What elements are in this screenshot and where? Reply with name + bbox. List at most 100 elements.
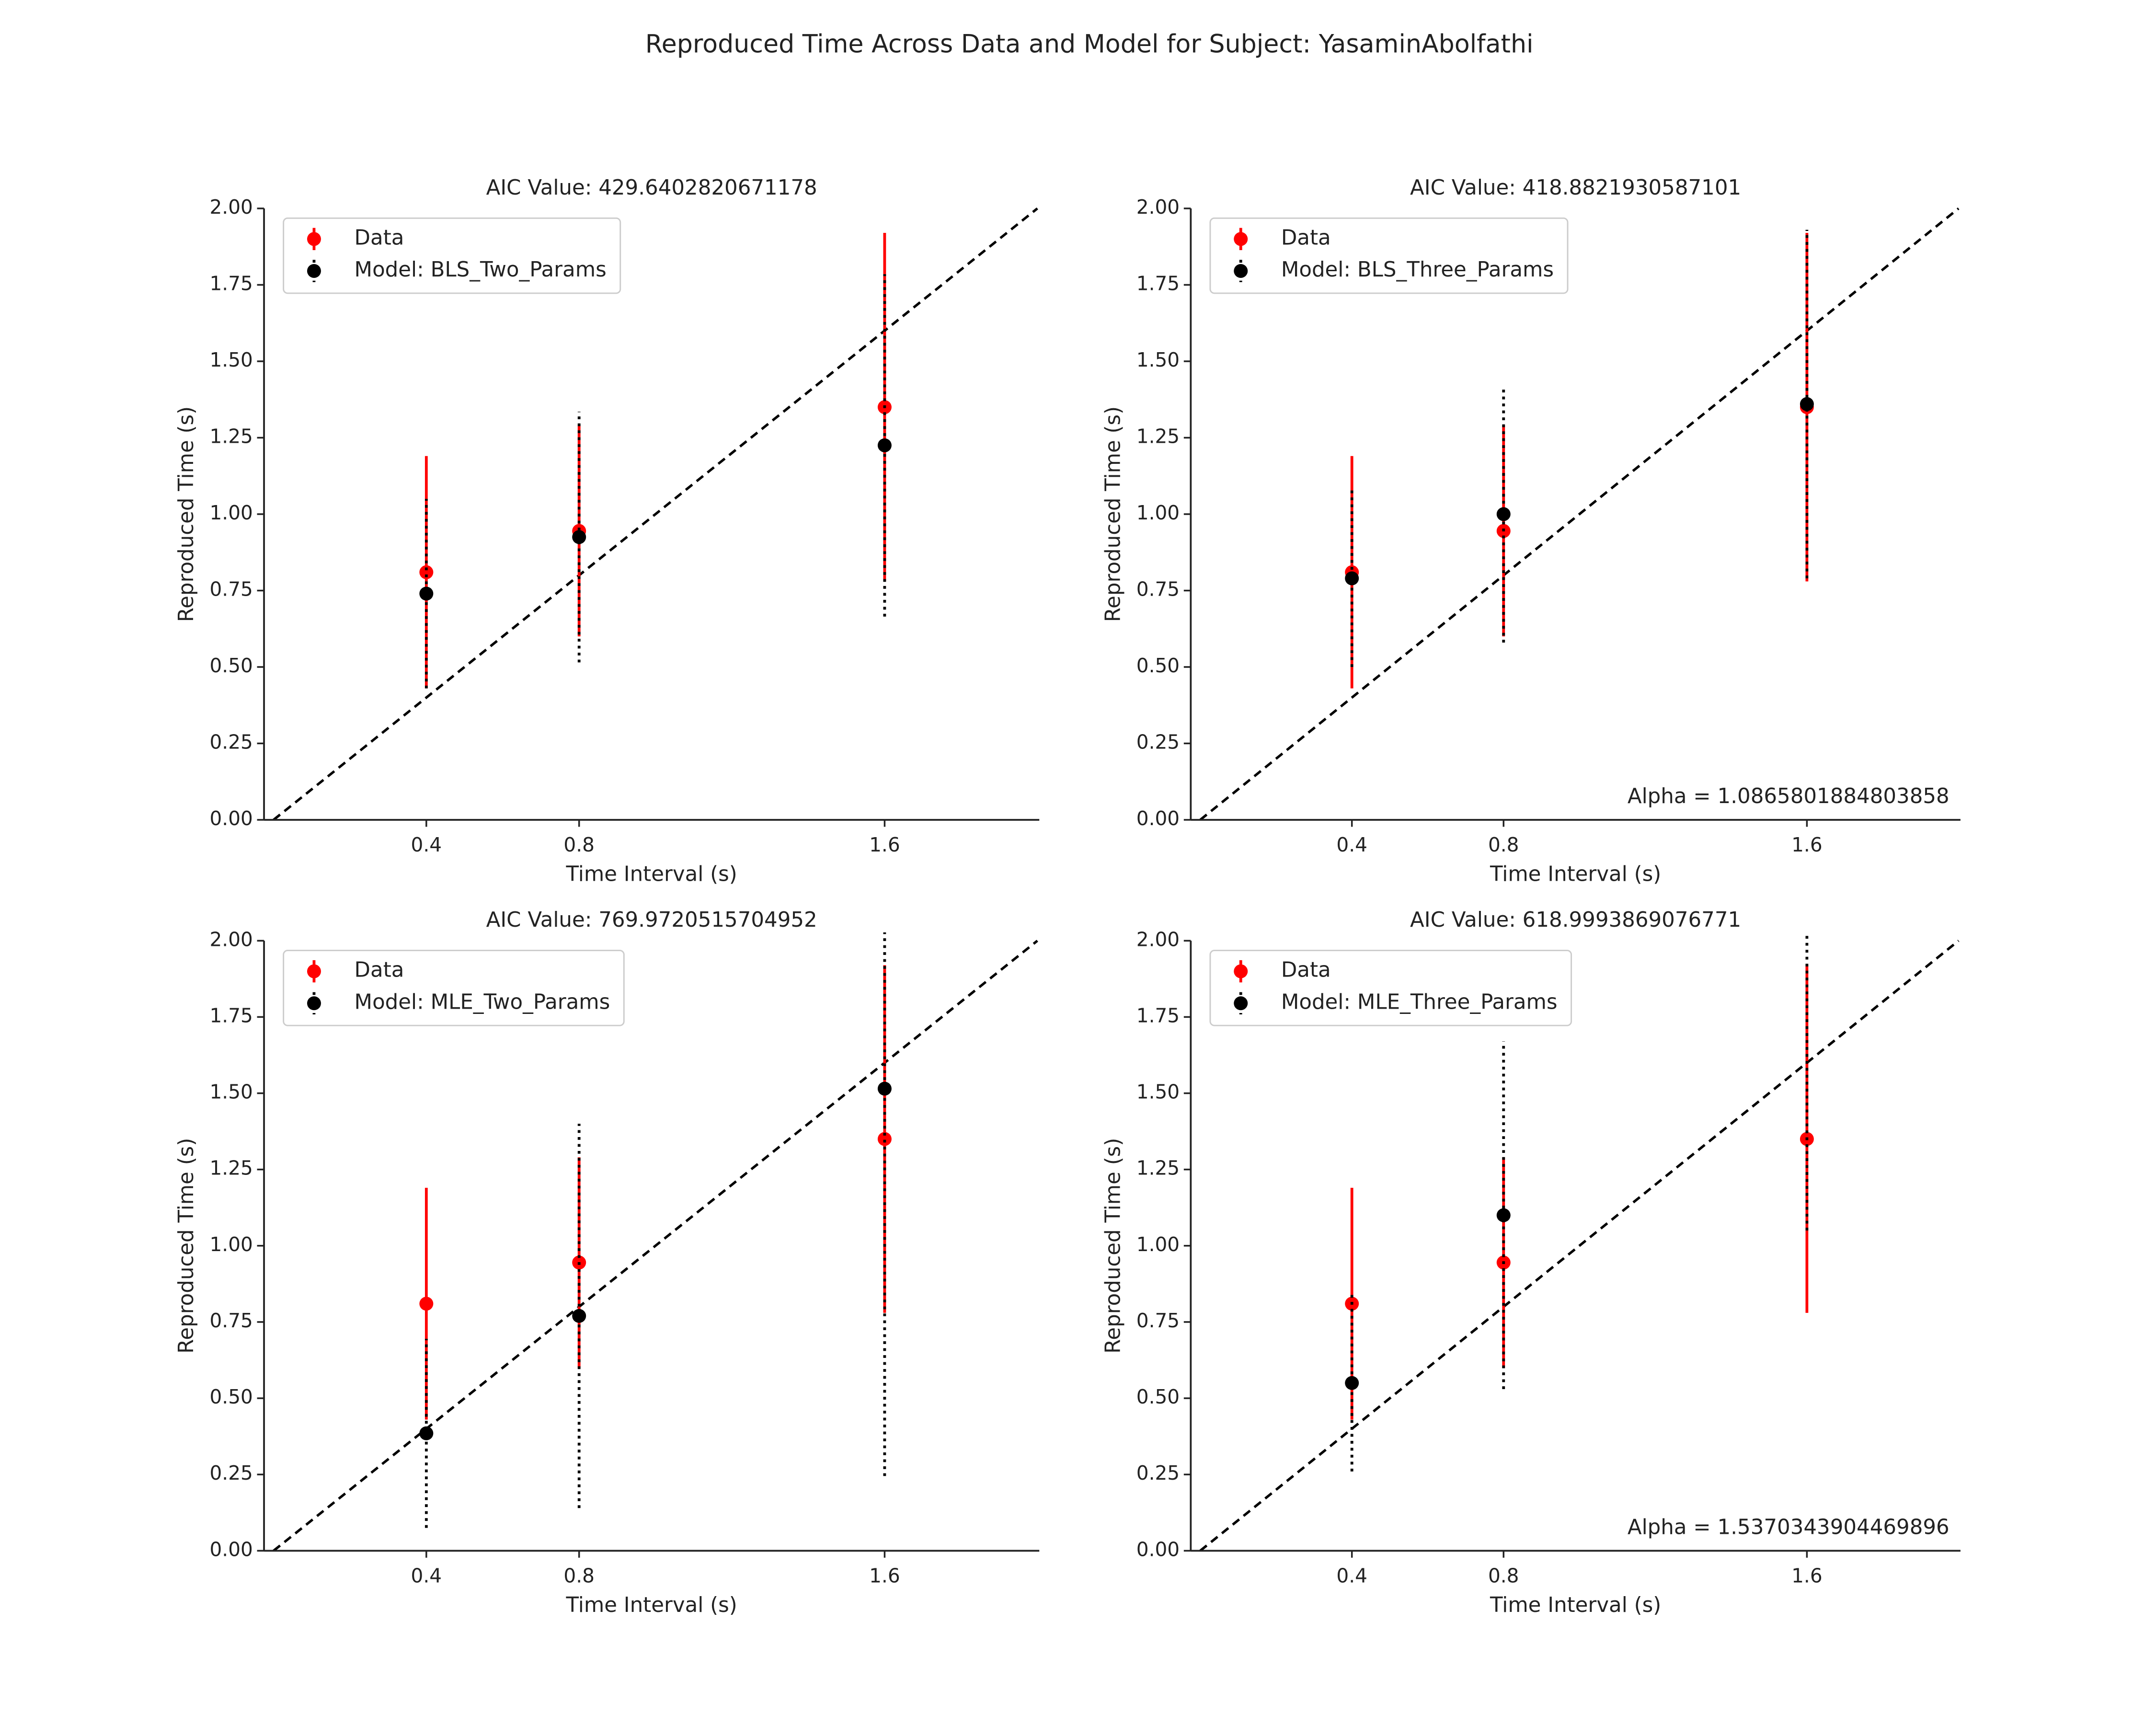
legend-label: Data	[355, 958, 404, 982]
y-tick-label: 0.00	[210, 1538, 253, 1561]
y-tick-label: 1.75	[210, 1004, 253, 1027]
y-tick-label: 0.25	[210, 730, 253, 753]
legend-marker	[307, 232, 321, 246]
x-tick-label: 1.6	[1791, 1564, 1823, 1587]
subplot-title: AIC Value: 429.6402820671178	[486, 176, 817, 200]
point	[1496, 1208, 1511, 1222]
legend-box	[1209, 950, 1572, 1026]
x-tick-label: 0.8	[563, 833, 595, 856]
x-axis-label: Time Interval (s)	[566, 862, 737, 886]
y-tick-label: 1.75	[1136, 1004, 1180, 1027]
y-tick-label: 2.00	[1136, 928, 1180, 951]
legend-label: Model: MLE_Three_Params	[1281, 990, 1558, 1014]
annotation: Alpha = 1.0865801884803858	[1628, 784, 1950, 808]
legend-label: Model: BLS_Two_Params	[355, 258, 607, 282]
legend-marker	[307, 964, 321, 978]
subplot-title: AIC Value: 418.8821930587101	[1410, 176, 1741, 200]
legend-marker	[1234, 996, 1248, 1011]
point	[1800, 397, 1814, 411]
point	[572, 1309, 586, 1323]
x-tick-label: 1.6	[869, 833, 900, 856]
y-tick-label: 0.50	[210, 1385, 253, 1408]
y-tick-label: 2.00	[210, 196, 253, 218]
x-tick-label: 0.4	[1336, 833, 1367, 856]
legend-label: Model: BLS_Three_Params	[1281, 258, 1554, 282]
reference-line	[1199, 207, 1960, 820]
y-axis-label: Reproduced Time (s)	[1101, 1138, 1125, 1354]
subplot: AIC Value: 418.8821930587101 0.00 0.25 0.50…	[1101, 176, 1961, 886]
y-tick-label: 1.50	[210, 1081, 253, 1104]
y-tick-label: 1.00	[210, 1233, 253, 1256]
y-tick-label: 0.00	[210, 807, 253, 830]
y-tick-label: 1.00	[210, 501, 253, 524]
subplot-title: AIC Value: 769.9720515704952	[486, 908, 817, 932]
subplot: AIC Value: 769.9720515704952 0.00 0.25 0.50…	[174, 908, 1040, 1617]
y-tick-label: 0.25	[1136, 730, 1180, 753]
y-tick-label: 0.00	[1136, 1538, 1180, 1561]
y-axis-label: Reproduced Time (s)	[1101, 406, 1125, 622]
point	[877, 1081, 892, 1096]
legend-marker	[307, 996, 321, 1011]
y-tick-label: 1.00	[1136, 1233, 1180, 1256]
point	[419, 1426, 434, 1440]
legend-marker	[1234, 264, 1248, 278]
y-axis-label: Reproduced Time (s)	[174, 1138, 198, 1354]
x-tick-label: 1.6	[1791, 833, 1823, 856]
y-tick-label: 1.50	[1136, 1081, 1180, 1104]
y-tick-label: 0.75	[210, 577, 253, 600]
legend-marker	[1234, 232, 1248, 246]
y-tick-label: 2.00	[210, 928, 253, 951]
plot-area	[273, 932, 1038, 1551]
x-tick-label: 0.4	[411, 1564, 442, 1587]
y-tick-label: 1.25	[1136, 425, 1180, 448]
y-tick-label: 1.50	[210, 348, 253, 371]
plot-area	[1199, 207, 1960, 820]
legend-box	[1209, 217, 1569, 294]
point	[572, 530, 586, 544]
annotation: Alpha = 1.5370343904469896	[1628, 1515, 1950, 1539]
plot-area	[273, 207, 1038, 820]
point	[1345, 571, 1359, 586]
y-tick-label: 1.75	[1136, 272, 1180, 295]
point	[419, 565, 434, 579]
y-tick-label: 0.75	[1136, 1309, 1180, 1332]
legend-label: Data	[1281, 226, 1331, 250]
point	[419, 1297, 434, 1311]
legend-label: Model: MLE_Two_Params	[355, 990, 610, 1014]
y-tick-label: 0.75	[210, 1309, 253, 1332]
y-tick-label: 0.50	[210, 654, 253, 677]
point	[1345, 1376, 1359, 1390]
subplot-title: AIC Value: 618.9993869076771	[1410, 908, 1741, 932]
figure-title: Reproduced Time Across Data and Model fo…	[645, 30, 1534, 59]
point	[877, 1132, 892, 1146]
reference-line	[1199, 940, 1960, 1551]
subplot: AIC Value: 429.6402820671178 0.00 0.25 0.50…	[174, 176, 1040, 886]
x-tick-label: 1.6	[869, 1564, 900, 1587]
legend-marker	[1234, 964, 1248, 978]
legend-label: Data	[1281, 958, 1331, 982]
x-axis-label: Time Interval (s)	[1490, 862, 1661, 886]
reference-line	[273, 940, 1038, 1551]
point	[1496, 507, 1511, 521]
y-tick-label: 0.25	[210, 1461, 253, 1484]
legend-box	[283, 950, 625, 1026]
x-tick-label: 0.8	[563, 1564, 595, 1587]
y-tick-label: 0.50	[1136, 1385, 1180, 1408]
y-tick-label: 0.25	[1136, 1461, 1180, 1484]
x-tick-label: 0.4	[1336, 1564, 1367, 1587]
point	[877, 438, 892, 452]
x-tick-label: 0.8	[1488, 1564, 1519, 1587]
legend-box	[283, 217, 621, 294]
reference-line	[273, 207, 1038, 820]
y-tick-label: 1.25	[1136, 1157, 1180, 1180]
x-axis-label: Time Interval (s)	[1490, 1593, 1661, 1617]
y-tick-label: 1.50	[1136, 348, 1180, 371]
y-axis-label: Reproduced Time (s)	[174, 406, 198, 622]
y-tick-label: 0.50	[1136, 654, 1180, 677]
y-tick-label: 1.00	[1136, 501, 1180, 524]
x-tick-label: 0.8	[1488, 833, 1519, 856]
y-tick-label: 1.25	[210, 425, 253, 448]
y-tick-label: 2.00	[1136, 196, 1180, 218]
